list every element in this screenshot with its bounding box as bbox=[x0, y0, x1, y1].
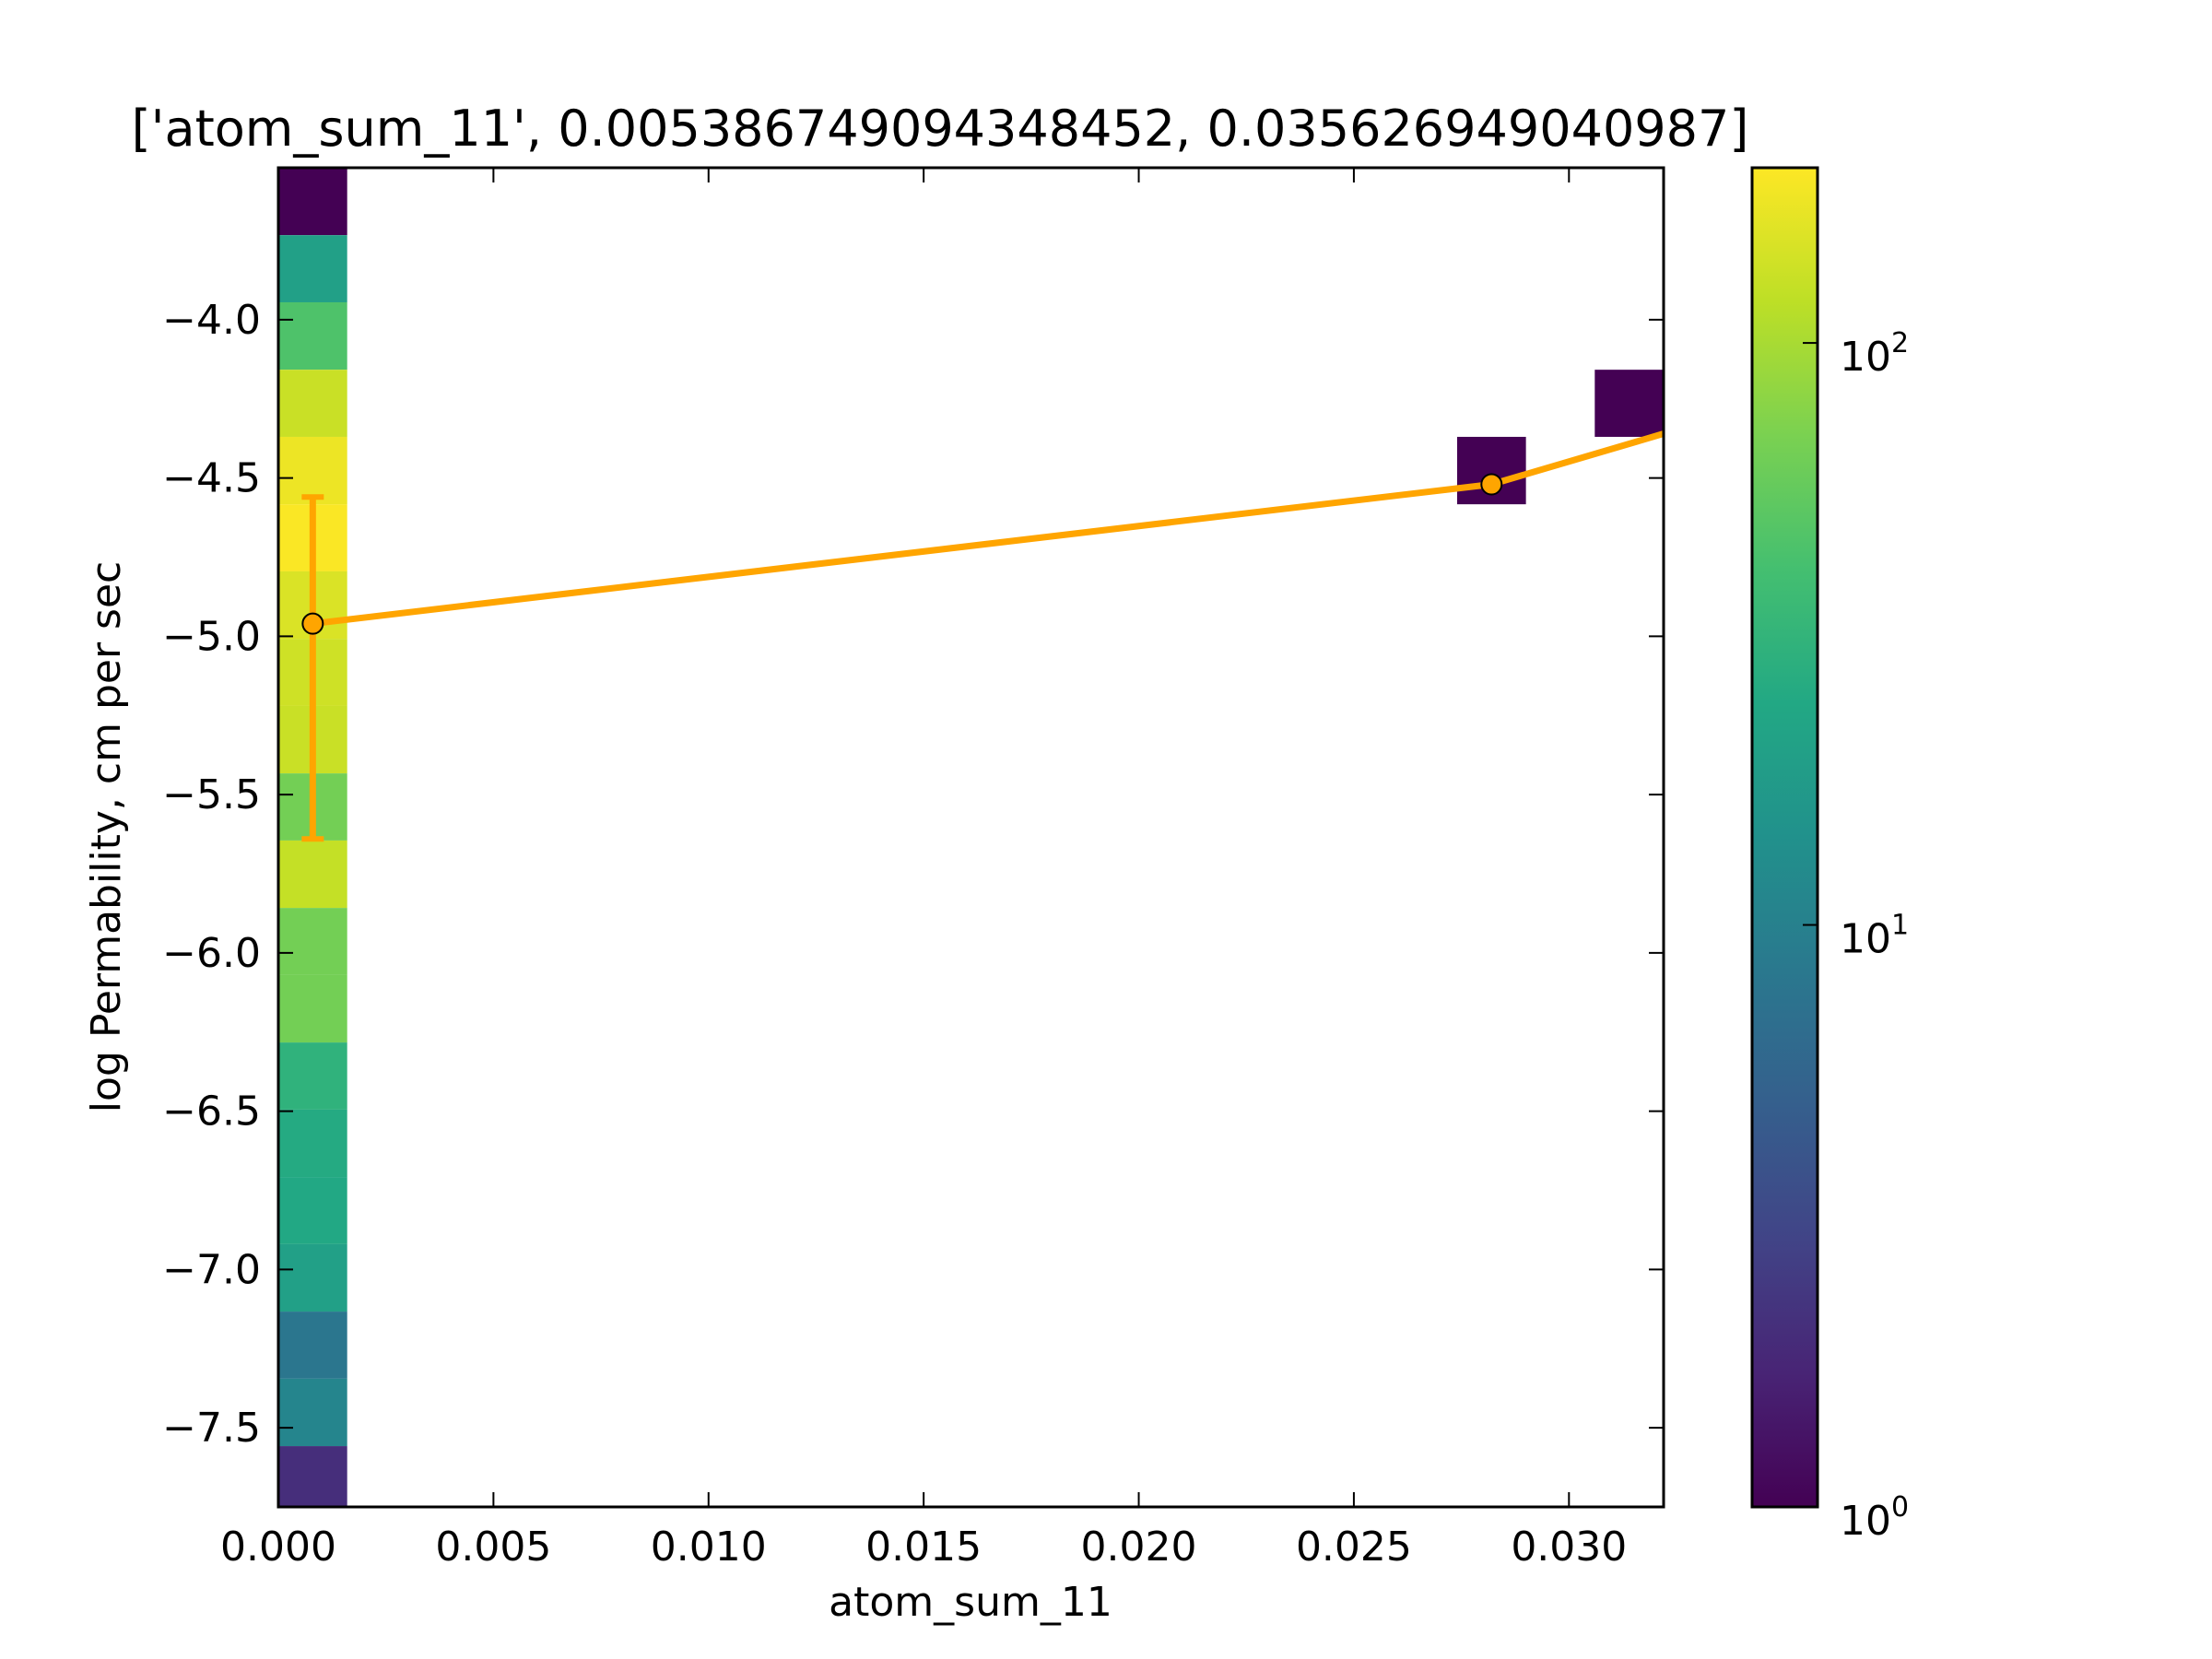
y-tick-label: −6.0 bbox=[162, 930, 261, 977]
y-axis-ticks: −4.0 −4.5 −5.0 −5.5 −6.0 −6.5 −7.0 −7.5 bbox=[162, 297, 1664, 1452]
x-tick-label: 0.010 bbox=[651, 1524, 767, 1571]
heatmap-cell bbox=[278, 1177, 347, 1244]
heatmap-cell bbox=[278, 301, 347, 371]
y-tick-label: −7.5 bbox=[162, 1405, 261, 1452]
x-tick-label: 0.000 bbox=[220, 1524, 336, 1571]
heatmap-cell bbox=[278, 1312, 347, 1379]
heatmap-cell bbox=[278, 1378, 347, 1447]
y-tick-label: −7.0 bbox=[162, 1246, 261, 1293]
heatmap-cell bbox=[278, 370, 347, 437]
plot-frame bbox=[276, 166, 1665, 1509]
heatmap-cells bbox=[278, 168, 1664, 1507]
x-tick-label: 0.025 bbox=[1296, 1524, 1412, 1571]
heatmap-cell bbox=[278, 436, 347, 505]
x-axis-ticks: 0.000 0.005 0.010 0.015 0.020 0.025 0.030 bbox=[220, 168, 1627, 1571]
x-tick-label: 0.020 bbox=[1081, 1524, 1197, 1571]
y-tick-label: −5.0 bbox=[162, 613, 261, 660]
data-point bbox=[301, 612, 324, 635]
heatmap-cell bbox=[278, 235, 347, 302]
x-axis-label: atom_sum_11 bbox=[829, 1579, 1112, 1626]
heatmap-cell bbox=[278, 1243, 347, 1312]
data-point bbox=[1480, 473, 1503, 496]
y-tick-label: −6.5 bbox=[162, 1088, 261, 1135]
heatmap-cell bbox=[278, 168, 347, 236]
y-tick-label: −4.5 bbox=[162, 455, 261, 502]
heatmap-cell bbox=[278, 974, 347, 1043]
heatmap-cell bbox=[278, 1042, 347, 1110]
heatmap-cell bbox=[1594, 370, 1664, 437]
x-tick-label: 0.015 bbox=[865, 1524, 982, 1571]
colorbar-tick-label: 101 bbox=[1840, 910, 1909, 963]
colorbar-ticks: 100 101 102 bbox=[1803, 327, 1909, 1545]
chart-title: ['atom_sum_11', 0.005386749094348452, 0.… bbox=[132, 100, 1749, 158]
colorbar-tick-label: 102 bbox=[1840, 327, 1909, 381]
heatmap-cell bbox=[278, 1109, 347, 1178]
y-tick-label: −5.5 bbox=[162, 771, 261, 818]
heatmap-cell bbox=[278, 908, 347, 975]
colorbar-tick-label: 100 bbox=[1840, 1491, 1909, 1545]
heatmap-cell bbox=[278, 840, 347, 909]
series-layer bbox=[301, 430, 1665, 842]
colorbar bbox=[1750, 166, 1819, 1509]
heatmap-cell bbox=[278, 1446, 347, 1507]
y-axis-label: log Permability, cm per sec bbox=[83, 561, 130, 1112]
y-tick-label: −4.0 bbox=[162, 297, 261, 344]
x-tick-label: 0.030 bbox=[1511, 1524, 1627, 1571]
x-tick-label: 0.005 bbox=[435, 1524, 551, 1571]
